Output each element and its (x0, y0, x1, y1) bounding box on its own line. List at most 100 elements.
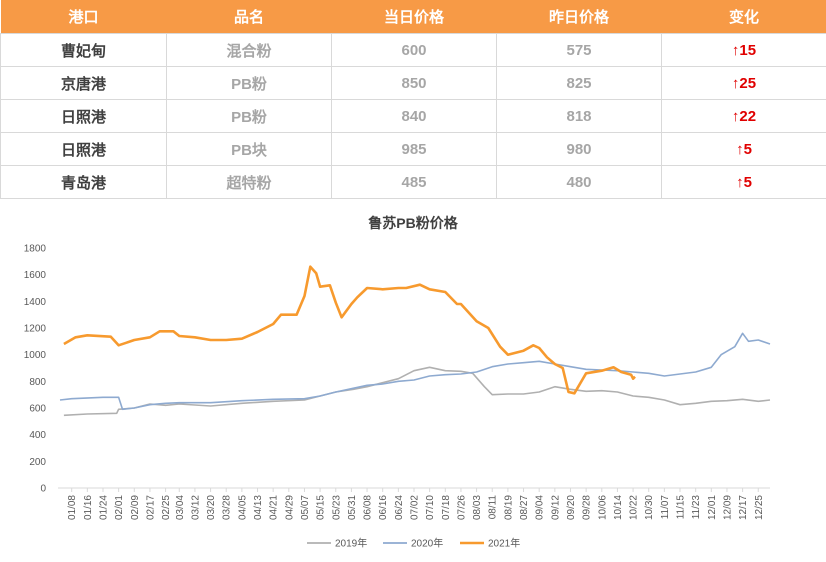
cell-change: ↑5 (661, 132, 826, 166)
cell-port: 曹妃甸 (0, 33, 167, 67)
x-tick-label: 03/28 (222, 495, 233, 520)
y-tick-label: 1400 (24, 297, 47, 308)
x-tick-label: 09/04 (535, 495, 546, 520)
series-lines (59, 265, 771, 417)
cell-yesterday: 480 (496, 165, 662, 199)
legend-label: 2021年 (488, 537, 520, 550)
cell-yesterday: 575 (496, 33, 662, 67)
header-product: 品名 (166, 0, 332, 34)
y-tick-label: 1800 (24, 244, 47, 255)
cell-change: ↑15 (661, 33, 826, 67)
x-tick-label: 06/16 (378, 495, 389, 520)
table-header-row: 港口 品名 当日价格 昨日价格 变化 (0, 0, 826, 34)
x-tick-label: 06/08 (363, 495, 374, 520)
y-tick-label: 0 (40, 484, 46, 495)
y-tick-label: 1200 (24, 324, 47, 335)
chart-title: 鲁苏PB粉价格 (367, 215, 458, 231)
y-axis: 0 200 400 600 800 1000 1200 1400 1600 1800 (24, 244, 47, 495)
y-tick-label: 800 (29, 377, 46, 388)
x-tick-label: 11/07 (660, 495, 671, 520)
y-tick-label: 600 (29, 404, 46, 415)
x-tick-label: 12/25 (754, 495, 765, 520)
x-tick-label: 04/29 (284, 495, 295, 520)
x-tick-label: 10/22 (629, 495, 640, 520)
x-tick-label: 11/23 (691, 495, 702, 520)
legend-label: 2020年 (411, 537, 443, 550)
cell-product: 混合粉 (166, 33, 332, 67)
cell-yesterday: 818 (496, 99, 662, 133)
cell-change: ↑5 (661, 165, 826, 199)
price-table: 港口 品名 当日价格 昨日价格 变化 曹妃甸 混合粉 600 575 ↑15 京… (0, 0, 826, 199)
legend-label: 2019年 (335, 537, 367, 550)
x-axis: 01/08 01/16 01/24 02/01 02/09 02/17 02/25 03/04… (58, 487, 770, 520)
x-tick-label: 07/26 (456, 495, 467, 520)
x-tick-label: 02/25 (161, 495, 172, 520)
x-tick-label: 03/20 (206, 495, 217, 520)
series-line-2019年 (63, 366, 771, 417)
cell-port: 日照港 (0, 132, 167, 166)
cell-product: PB块 (166, 132, 332, 166)
price-line-chart: 鲁苏PB粉价格 0 200 400 600 800 1000 1200 1400 1600 180… (24, 215, 771, 550)
table-row: 日照港 PB块 985 980 ↑5 (0, 132, 826, 166)
x-tick-label: 10/06 (597, 495, 608, 520)
x-tick-label: 08/27 (519, 495, 530, 520)
table-row: 曹妃甸 混合粉 600 575 ↑15 (0, 33, 826, 67)
cell-today: 985 (331, 132, 497, 166)
y-tick-label: 1600 (24, 270, 47, 281)
x-tick-label: 01/08 (67, 495, 78, 520)
cell-change: ↑22 (661, 99, 826, 133)
x-tick-label: 09/20 (566, 495, 577, 520)
x-tick-label: 07/10 (425, 495, 436, 520)
cell-today: 840 (331, 99, 497, 133)
table-row: 青岛港 超特粉 485 480 ↑5 (0, 165, 826, 199)
header-today: 当日价格 (331, 0, 497, 34)
x-tick-label: 12/01 (707, 495, 718, 520)
x-tick-label: 08/11 (488, 495, 499, 520)
series-line-2021年 (63, 265, 636, 395)
x-tick-label: 01/16 (83, 495, 94, 520)
cell-port: 京唐港 (0, 66, 167, 100)
x-tick-label: 02/17 (145, 495, 156, 520)
x-tick-label: 05/07 (300, 495, 311, 520)
table-row: 日照港 PB粉 840 818 ↑22 (0, 99, 826, 133)
x-tick-label: 05/23 (331, 495, 342, 520)
header-port: 港口 (0, 0, 167, 34)
x-tick-label: 11/15 (676, 495, 687, 520)
cell-yesterday: 980 (496, 132, 662, 166)
x-tick-label: 05/15 (316, 495, 327, 520)
cell-today: 485 (331, 165, 497, 199)
x-tick-label: 07/02 (410, 495, 421, 520)
x-tick-label: 08/03 (472, 495, 483, 520)
x-tick-label: 02/09 (130, 495, 141, 520)
x-tick-label: 04/13 (253, 495, 264, 520)
x-tick-label: 09/28 (582, 495, 593, 520)
x-tick-label: 10/14 (613, 495, 624, 520)
cell-port: 日照港 (0, 99, 167, 133)
x-tick-label: 07/18 (441, 495, 452, 520)
x-tick-label: 03/04 (175, 495, 186, 520)
x-tick-label: 03/12 (190, 495, 201, 520)
series-line-2020年 (59, 332, 771, 411)
cell-yesterday: 825 (496, 66, 662, 100)
y-tick-label: 1000 (24, 350, 47, 361)
x-tick-label: 04/21 (269, 495, 280, 520)
x-tick-label: 05/31 (347, 495, 358, 520)
cell-product: PB粉 (166, 66, 332, 100)
x-tick-label: 01/24 (98, 495, 109, 520)
cell-today: 600 (331, 33, 497, 67)
header-change: 变化 (661, 0, 826, 34)
cell-port: 青岛港 (0, 165, 167, 199)
y-tick-label: 400 (29, 430, 46, 441)
cell-product: PB粉 (166, 99, 332, 133)
cell-change: ↑25 (661, 66, 826, 100)
x-tick-label: 04/05 (237, 495, 248, 520)
x-tick-label: 12/17 (738, 495, 749, 520)
table-row: 京唐港 PB粉 850 825 ↑25 (0, 66, 826, 100)
x-tick-label: 08/19 (503, 495, 514, 520)
y-tick-label: 200 (29, 457, 46, 468)
legend: 2019年 2020年 2021年 (307, 537, 520, 550)
header-yesterday: 昨日价格 (496, 0, 662, 34)
x-tick-label: 09/12 (550, 495, 561, 520)
x-tick-label: 10/30 (644, 495, 655, 520)
cell-today: 850 (331, 66, 497, 100)
